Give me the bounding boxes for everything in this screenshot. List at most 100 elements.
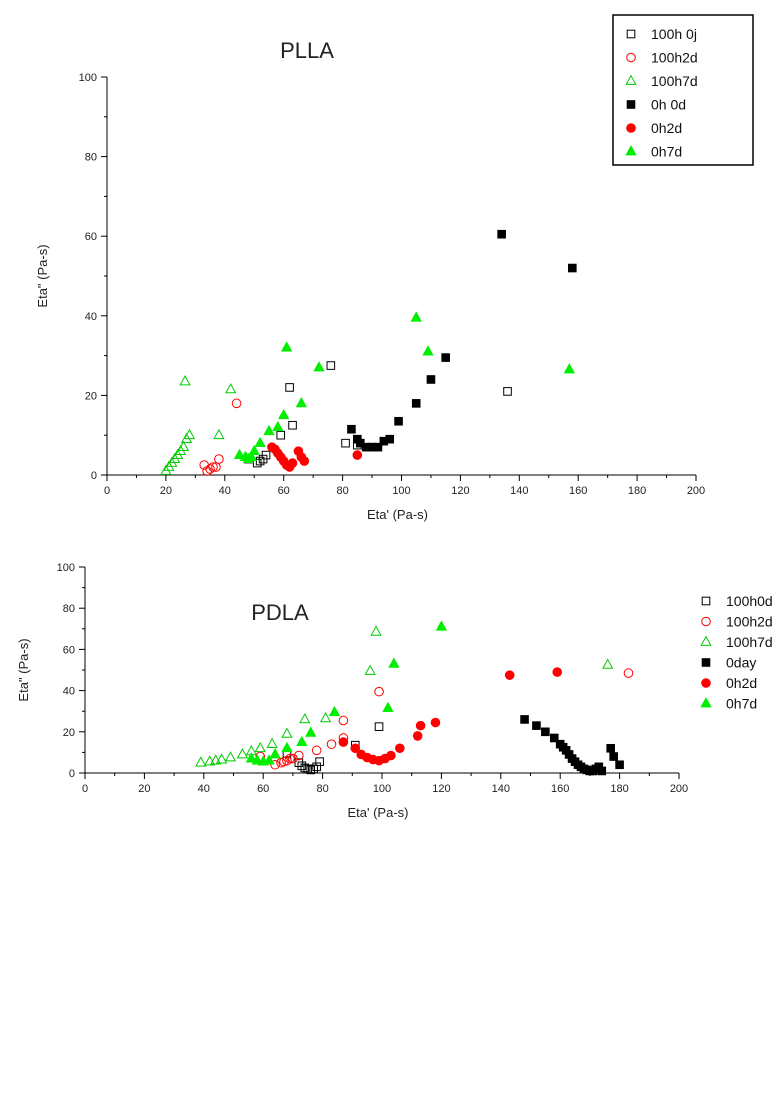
data-point	[430, 717, 441, 728]
data-point	[179, 375, 191, 386]
series-100h7d	[160, 375, 237, 475]
data-point	[282, 755, 292, 766]
data-point	[597, 766, 607, 776]
data-point	[606, 743, 615, 753]
data-point	[497, 229, 506, 239]
data-point	[441, 353, 450, 362]
data-point	[609, 752, 618, 761]
data-point	[285, 383, 294, 392]
x-tick-label: 140	[510, 485, 528, 497]
data-point	[426, 375, 436, 384]
data-point	[394, 416, 403, 426]
legend: 100h0d 100h2d 100h7d 0day 0h2d 0h7d	[700, 593, 773, 712]
series-0h2d	[338, 667, 563, 766]
data-point	[312, 762, 321, 772]
data-point	[374, 722, 384, 731]
x-tick-label: 60	[278, 485, 290, 497]
legend-entry-label: 0day	[726, 655, 756, 671]
data-point	[288, 420, 297, 430]
x-tick-label: 120	[451, 485, 469, 497]
data-point	[204, 755, 216, 766]
x-axis-label: Eta' (Pa-s)	[348, 805, 409, 820]
data-point	[214, 454, 224, 464]
x-tick-label: 160	[569, 485, 587, 497]
x-axis-label: Eta' (Pa-s)	[367, 507, 428, 522]
series-100h2d	[199, 398, 242, 476]
legend-marker	[626, 100, 636, 109]
data-point	[602, 658, 614, 669]
data-point	[549, 733, 559, 743]
plla-chart: PLLA 0 20 40 60 80 100 120 140 160 180 200 0 20 40 60 80…	[35, 14, 754, 522]
x-tick-label: 200	[670, 783, 688, 795]
legend-entry-label: 100h2d	[651, 50, 698, 66]
series-0h7d	[233, 311, 576, 463]
data-point	[415, 720, 426, 731]
x-tick-label: 20	[160, 485, 172, 497]
data-point	[195, 756, 207, 767]
x-tick-label: 160	[551, 783, 569, 795]
data-point	[303, 764, 313, 774]
legend-entry-label: 0h2d	[651, 120, 682, 136]
legend-marker	[701, 678, 711, 688]
series-0day	[520, 715, 624, 776]
data-point	[215, 753, 228, 764]
y-tick-label: 0	[69, 768, 75, 780]
data-point	[299, 713, 311, 724]
data-point	[224, 751, 237, 762]
legend-entry-label: 100h7d	[651, 73, 698, 89]
chart-title: PDLA	[251, 600, 309, 625]
legend-entry-label: 100h7d	[726, 634, 773, 650]
data-point	[225, 383, 237, 394]
data-point	[370, 625, 382, 636]
data-point	[532, 721, 541, 730]
y-tick-label: 60	[63, 644, 75, 656]
data-point	[177, 440, 190, 452]
x-tick-label: 0	[82, 783, 88, 795]
data-point	[388, 657, 400, 668]
legend-marker	[625, 74, 637, 85]
x-tick-label: 120	[432, 783, 450, 795]
legend-marker	[700, 697, 712, 708]
data-point	[213, 428, 225, 440]
x-tick-label: 0	[104, 485, 110, 497]
legend-entry-label: 0h7d	[651, 144, 682, 160]
legend-marker	[701, 616, 711, 627]
x-tick-label: 100	[373, 783, 391, 795]
data-point	[261, 450, 271, 460]
y-axis-label: Eta" (Pa-s)	[35, 244, 50, 307]
y-tick-label: 100	[79, 72, 97, 84]
data-point	[266, 737, 278, 749]
y-tick-label: 0	[91, 470, 97, 482]
data-point	[435, 620, 448, 631]
x-tick-label: 80	[336, 485, 348, 497]
x-tick-label: 200	[687, 485, 705, 497]
x-tick-label: 140	[492, 783, 510, 795]
series-0h7d	[245, 620, 448, 766]
data-point	[382, 701, 394, 712]
legend-marker	[701, 596, 711, 606]
data-point	[294, 750, 304, 761]
data-point	[364, 664, 376, 675]
x-tick-label: 60	[257, 783, 269, 795]
data-point	[319, 712, 332, 723]
data-point	[281, 727, 293, 738]
data-point	[285, 753, 295, 764]
legend-entry-label: 0h2d	[726, 675, 757, 691]
data-point	[278, 408, 290, 420]
data-point	[272, 420, 284, 432]
legend-marker	[626, 52, 636, 63]
x-tick-label: 180	[610, 783, 628, 795]
data-point	[280, 341, 293, 352]
x-tick-label: 100	[392, 485, 410, 497]
data-point	[300, 763, 310, 773]
data-point	[315, 757, 324, 766]
data-point	[248, 444, 260, 455]
legend-entry-label: 100h0d	[726, 593, 773, 609]
data-point	[296, 735, 308, 746]
legend-marker	[700, 635, 712, 646]
series-100h7d	[195, 625, 614, 767]
legend-marker	[701, 658, 711, 667]
data-point	[563, 363, 576, 374]
legend-entry-label: 100h 0j	[651, 26, 697, 42]
